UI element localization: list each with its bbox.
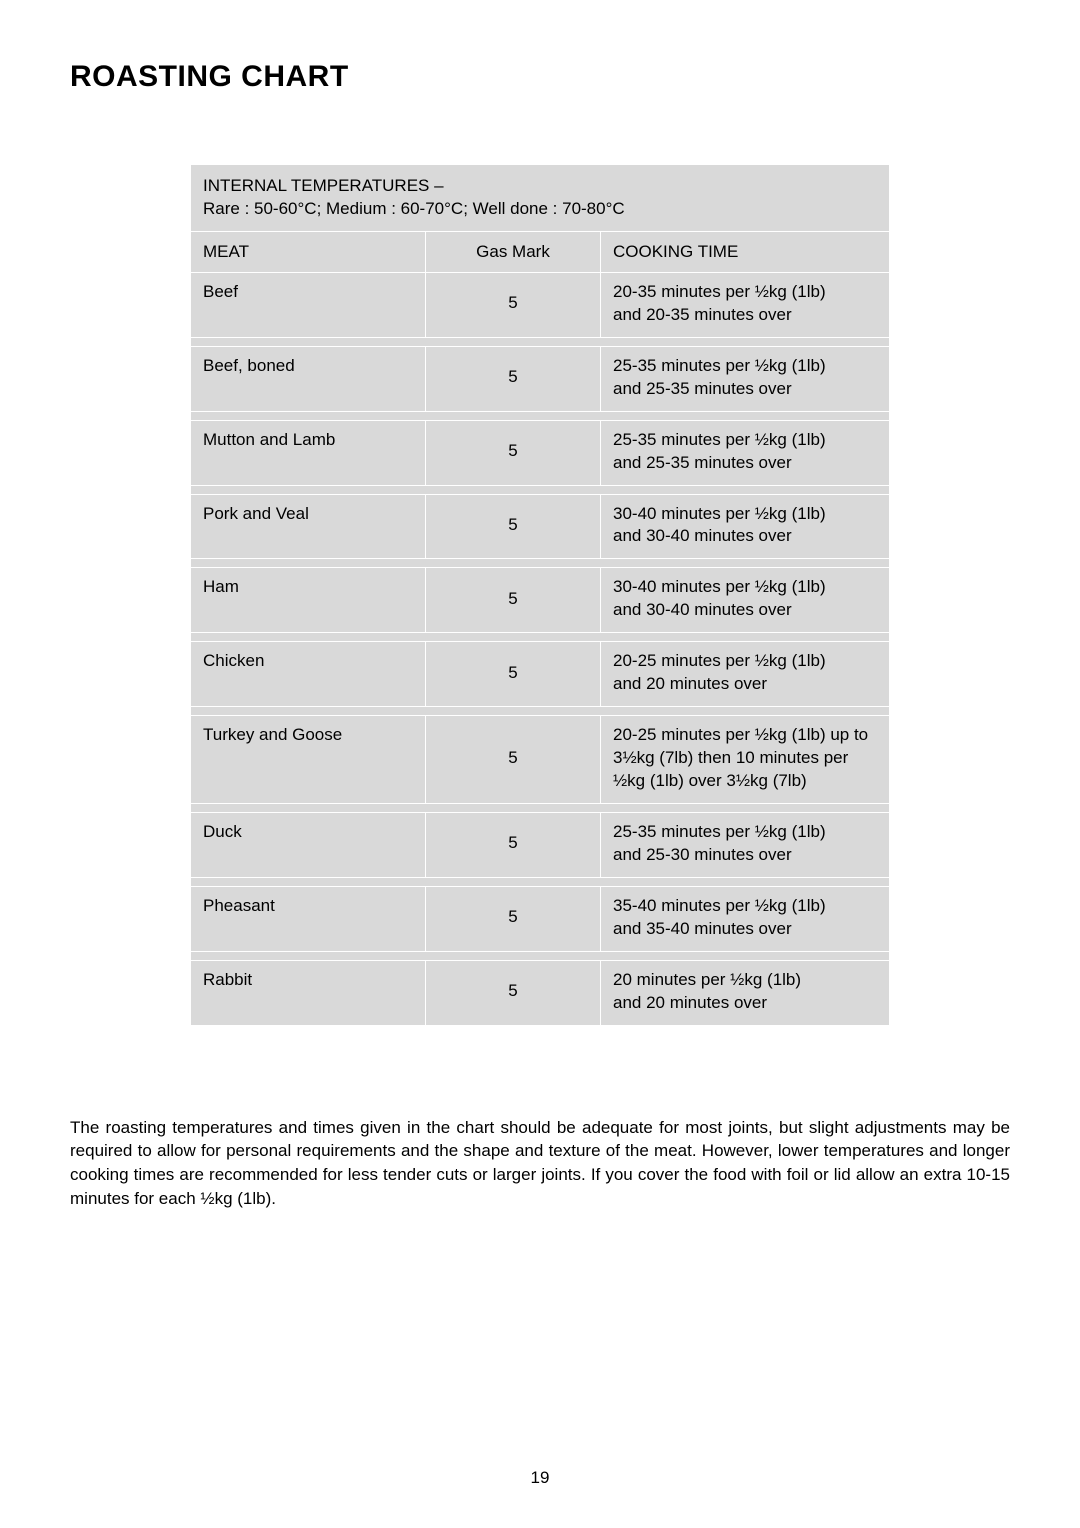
cell-meat: Pork and Veal — [191, 494, 426, 559]
column-header-row: MEAT Gas Mark COOKING TIME — [191, 231, 890, 272]
cell-meat: Chicken — [191, 642, 426, 707]
cell-gas: 5 — [426, 272, 601, 337]
cell-meat: Beef, boned — [191, 346, 426, 411]
page: ROASTING CHART INTERNAL TEMPERATURES – R… — [0, 0, 1080, 1528]
spacer-row — [191, 633, 890, 642]
temperature-header-cell: INTERNAL TEMPERATURES – Rare : 50-60°C; … — [191, 165, 890, 232]
spacer-row — [191, 877, 890, 886]
spacer-row — [191, 559, 890, 568]
cell-time: 35-40 minutes per ½kg (1lb)and 35-40 min… — [601, 886, 890, 951]
table-row: Beef 5 20-35 minutes per ½kg (1lb)and 20… — [191, 272, 890, 337]
temperature-header-line1: INTERNAL TEMPERATURES – — [203, 176, 444, 195]
page-number: 19 — [0, 1468, 1080, 1488]
table-row: Pheasant 5 35-40 minutes per ½kg (1lb)an… — [191, 886, 890, 951]
cell-meat: Beef — [191, 272, 426, 337]
temperature-header-row: INTERNAL TEMPERATURES – Rare : 50-60°C; … — [191, 165, 890, 232]
spacer-row — [191, 951, 890, 960]
cell-gas: 5 — [426, 960, 601, 1025]
roasting-table-wrap: INTERNAL TEMPERATURES – Rare : 50-60°C; … — [190, 164, 890, 1026]
cell-meat: Ham — [191, 568, 426, 633]
cell-gas: 5 — [426, 420, 601, 485]
cell-gas: 5 — [426, 494, 601, 559]
cell-gas: 5 — [426, 812, 601, 877]
spacer-row — [191, 707, 890, 716]
cell-gas: 5 — [426, 568, 601, 633]
cell-meat: Pheasant — [191, 886, 426, 951]
cell-meat: Turkey and Goose — [191, 716, 426, 804]
column-header-gas: Gas Mark — [426, 231, 601, 272]
spacer-row — [191, 485, 890, 494]
cell-meat: Rabbit — [191, 960, 426, 1025]
cell-time: 25-35 minutes per ½kg (1lb)and 25-35 min… — [601, 420, 890, 485]
table-row: Mutton and Lamb 5 25-35 minutes per ½kg … — [191, 420, 890, 485]
cell-time: 25-35 minutes per ½kg (1lb)and 25-35 min… — [601, 346, 890, 411]
table-row: Beef, boned 5 25-35 minutes per ½kg (1lb… — [191, 346, 890, 411]
cell-time: 20-25 minutes per ½kg (1lb)and 20 minute… — [601, 642, 890, 707]
cell-gas: 5 — [426, 716, 601, 804]
spacer-row — [191, 411, 890, 420]
roasting-table: INTERNAL TEMPERATURES – Rare : 50-60°C; … — [190, 164, 890, 1026]
cell-time: 20-25 minutes per ½kg (1lb) up to3½kg (7… — [601, 716, 890, 804]
cell-gas: 5 — [426, 886, 601, 951]
table-row: Rabbit 5 20 minutes per ½kg (1lb)and 20 … — [191, 960, 890, 1025]
column-header-meat: MEAT — [191, 231, 426, 272]
table-row: Turkey and Goose 5 20-25 minutes per ½kg… — [191, 716, 890, 804]
temperature-header-line2: Rare : 50-60°C; Medium : 60-70°C; Well d… — [203, 199, 625, 218]
spacer-row — [191, 803, 890, 812]
cell-time: 30-40 minutes per ½kg (1lb)and 30-40 min… — [601, 494, 890, 559]
table-row: Pork and Veal 5 30-40 minutes per ½kg (1… — [191, 494, 890, 559]
spacer-row — [191, 337, 890, 346]
footer-note: The roasting temperatures and times give… — [70, 1116, 1010, 1211]
cell-meat: Mutton and Lamb — [191, 420, 426, 485]
cell-gas: 5 — [426, 346, 601, 411]
cell-time: 30-40 minutes per ½kg (1lb)and 30-40 min… — [601, 568, 890, 633]
column-header-time: COOKING TIME — [601, 231, 890, 272]
page-title: ROASTING CHART — [70, 60, 1010, 94]
cell-time: 20-35 minutes per ½kg (1lb)and 20-35 min… — [601, 272, 890, 337]
cell-meat: Duck — [191, 812, 426, 877]
table-row: Ham 5 30-40 minutes per ½kg (1lb)and 30-… — [191, 568, 890, 633]
table-row: Duck 5 25-35 minutes per ½kg (1lb)and 25… — [191, 812, 890, 877]
cell-time: 20 minutes per ½kg (1lb)and 20 minutes o… — [601, 960, 890, 1025]
cell-time: 25-35 minutes per ½kg (1lb)and 25-30 min… — [601, 812, 890, 877]
cell-gas: 5 — [426, 642, 601, 707]
table-row: Chicken 5 20-25 minutes per ½kg (1lb)and… — [191, 642, 890, 707]
